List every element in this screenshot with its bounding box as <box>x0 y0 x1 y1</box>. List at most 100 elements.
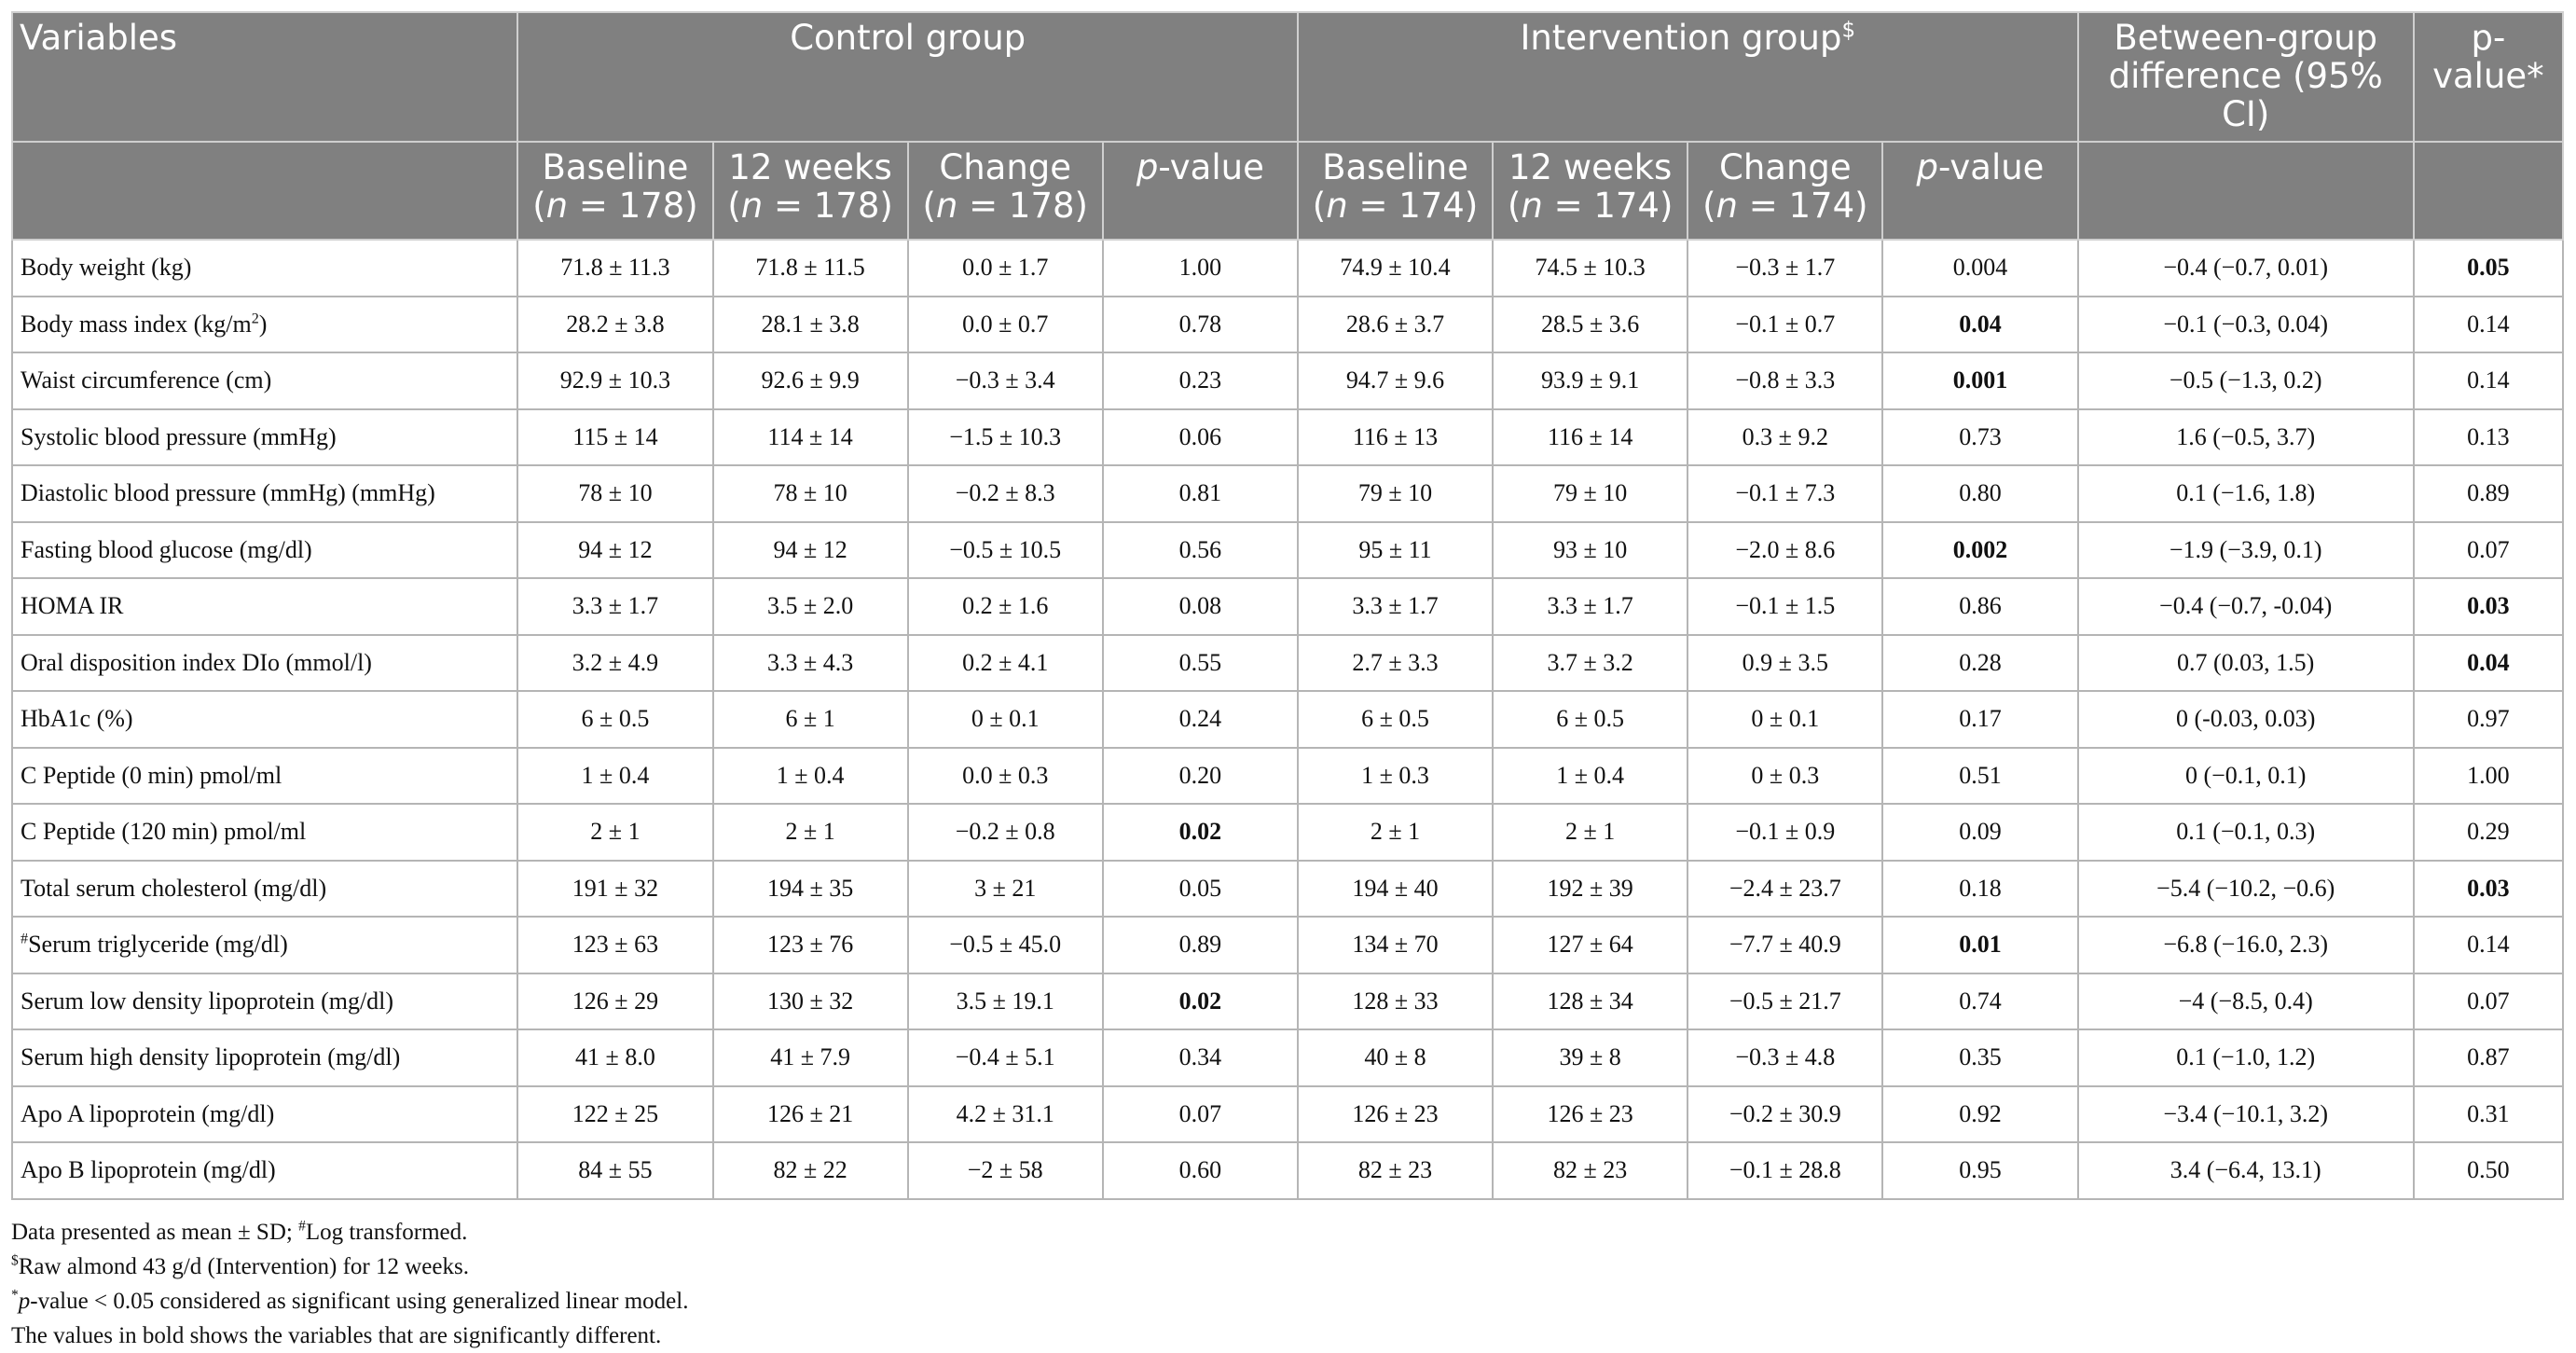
control-change-cell: −0.5 ± 10.5 <box>906 520 1104 579</box>
control-12weeks-cell: 71.8 ± 11.5 <box>711 239 909 297</box>
table-row: Body mass index (kg/m2) 28.2 ± 3.8 28.1 ± … <box>10 295 2565 353</box>
control-change-cell: 0.0 ± 0.3 <box>906 746 1104 805</box>
intervention-p-value-cell: 0.35 <box>1881 1029 2079 1087</box>
intervention-p-value-cell: 0.28 <box>1881 633 2079 692</box>
control-p-value-cell: 0.08 <box>1101 577 1299 636</box>
intervention-12weeks-cell: 192 ± 39 <box>1492 859 1689 918</box>
overall-p-value-cell: 0.87 <box>2412 1029 2565 1087</box>
intervention-p-value-cell: 0.002 <box>1881 520 2079 579</box>
table-row: Apo B lipoprotein (mg/dl) 84 ± 55 82 ± 22−… <box>10 1141 2565 1200</box>
table-row: Apo A lipoprotein (mg/dl) 122 ± 25 126 ± 2… <box>10 1084 2565 1143</box>
intervention-12weeks-cell: 116 ± 14 <box>1492 407 1689 466</box>
overall-p-value-cell: 0.04 <box>2412 633 2565 692</box>
intervention-change-cell: 0.3 ± 9.2 <box>1687 407 1884 466</box>
between-group-difference-cell: 0.1 (−1.6, 1.8) <box>2076 464 2415 523</box>
footnote: The values in bold shows the variables t… <box>11 1322 662 1348</box>
intervention-baseline-cell: 40 ± 8 <box>1296 1029 1495 1087</box>
control-change-cell: 0.0 ± 0.7 <box>906 295 1104 353</box>
between-group-difference-cell: −5.4 (−10.2, −0.6) <box>2076 859 2415 918</box>
overall-p-value-cell: 0.13 <box>2412 407 2565 466</box>
table-row: Systolic blood pressure (mmHg) 115 ± 14 11… <box>10 407 2565 466</box>
header-intervention-group: Intervention group$ <box>1296 11 2079 143</box>
overall-p-value-cell: 0.14 <box>2412 916 2565 974</box>
between-group-difference-cell: 0.1 (−1.0, 1.2) <box>2076 1029 2415 1087</box>
table-row: Oral disposition index DIo (mmol/l) 3.2 ±… <box>10 633 2565 692</box>
variable-name-cell: Body mass index (kg/m2) <box>10 295 519 353</box>
header-control-12weeks: 12 weeks (n = 178) <box>711 141 909 241</box>
intervention-p-value-cell: 0.09 <box>1881 803 2079 862</box>
results-table: Variables Control group Intervention gro… <box>10 11 2565 1200</box>
control-12weeks-cell: 114 ± 14 <box>711 407 909 466</box>
variable-name-cell: Systolic blood pressure (mmHg) <box>10 407 519 466</box>
header-p-value-overall: p-value* <box>2412 11 2565 143</box>
control-baseline-cell: 94 ± 12 <box>517 520 714 579</box>
control-p-value-cell: 0.06 <box>1101 407 1299 466</box>
header-n-label: (n = 174) <box>1312 186 1479 226</box>
intervention-12weeks-cell: 28.5 ± 3.6 <box>1492 295 1689 353</box>
overall-p-value-cell: 0.05 <box>2412 239 2565 297</box>
control-p-value-cell: 0.55 <box>1101 633 1299 692</box>
control-baseline-cell: 41 ± 8.0 <box>517 1029 714 1087</box>
overall-p-value-cell: 0.50 <box>2412 1141 2565 1200</box>
control-12weeks-cell: 78 ± 10 <box>711 464 909 523</box>
control-p-value-cell: 0.78 <box>1101 295 1299 353</box>
intervention-12weeks-cell: 3.7 ± 3.2 <box>1492 633 1689 692</box>
intervention-p-value-cell: 0.17 <box>1881 690 2079 749</box>
intervention-change-cell: −0.8 ± 3.3 <box>1687 352 1884 410</box>
control-p-value-cell: 0.07 <box>1101 1084 1299 1143</box>
intervention-baseline-cell: 3.3 ± 1.7 <box>1296 577 1495 636</box>
between-group-difference-cell: 3.4 (−6.4, 13.1) <box>2076 1141 2415 1200</box>
control-baseline-cell: 115 ± 14 <box>517 407 714 466</box>
intervention-change-cell: −2.0 ± 8.6 <box>1687 520 1884 579</box>
header-change-label: Change <box>1718 147 1852 187</box>
header-control-baseline: Baseline (n = 178) <box>517 141 714 241</box>
intervention-baseline-cell: 126 ± 23 <box>1296 1084 1495 1143</box>
intervention-change-cell: −0.1 ± 7.3 <box>1687 464 1884 523</box>
control-12weeks-cell: 92.6 ± 9.9 <box>711 352 909 410</box>
variable-name-cell: Total serum cholesterol (mg/dl) <box>10 859 519 918</box>
table-row: Serum high density lipoprotein (mg/dl) 41… <box>10 1029 2565 1087</box>
between-group-difference-cell: −0.4 (−0.7, -0.04) <box>2076 577 2415 636</box>
overall-p-value-cell: 0.14 <box>2412 352 2565 410</box>
overall-p-value-cell: 0.29 <box>2412 803 2565 862</box>
intervention-p-value-cell: 0.92 <box>1881 1084 2079 1143</box>
intervention-p-value-cell: 0.95 <box>1881 1141 2079 1200</box>
between-group-difference-cell: −4 (−8.5, 0.4) <box>2076 972 2415 1030</box>
table-row: Waist circumference (cm) 92.9 ± 10.3 92.6 … <box>10 352 2565 410</box>
header-baseline-label: Baseline <box>542 147 689 187</box>
overall-p-value-cell: 0.89 <box>2412 464 2565 523</box>
intervention-baseline-cell: 2 ± 1 <box>1296 803 1495 862</box>
header-intervention-baseline: Baseline (n = 174) <box>1296 141 1495 241</box>
control-p-value-cell: 0.24 <box>1101 690 1299 749</box>
variable-name-cell: Serum low density lipoprotein (mg/dl) <box>10 972 519 1030</box>
control-baseline-cell: 28.2 ± 3.8 <box>517 295 714 353</box>
control-change-cell: −0.4 ± 5.1 <box>906 1029 1104 1087</box>
header-intervention-label: Intervention group <box>1520 18 1842 58</box>
intervention-baseline-cell: 28.6 ± 3.7 <box>1296 295 1495 353</box>
header-intervention-12weeks: 12 weeks (n = 174) <box>1492 141 1689 241</box>
variable-name-cell: Fasting blood glucose (mg/dl) <box>10 520 519 579</box>
control-12weeks-cell: 1 ± 0.4 <box>711 746 909 805</box>
between-group-difference-cell: 1.6 (−0.5, 3.7) <box>2076 407 2415 466</box>
table-row: Body weight (kg) 71.8 ± 11.3 71.8 ± 11.5 0.… <box>10 239 2565 297</box>
header-intervention-sup: $ <box>1841 18 1856 43</box>
control-baseline-cell: 2 ± 1 <box>517 803 714 862</box>
variable-name-cell: #Serum triglyceride (mg/dl) <box>10 916 519 974</box>
intervention-change-cell: −0.1 ± 0.7 <box>1687 295 1884 353</box>
intervention-change-cell: 0 ± 0.1 <box>1687 690 1884 749</box>
header-intervention-change: Change (n = 174) <box>1687 141 1884 241</box>
header-blank <box>2412 141 2565 241</box>
intervention-baseline-cell: 194 ± 40 <box>1296 859 1495 918</box>
control-p-value-cell: 0.05 <box>1101 859 1299 918</box>
between-group-difference-cell: −0.4 (−0.7, 0.01) <box>2076 239 2415 297</box>
header-n-label: (n = 178) <box>532 186 698 226</box>
control-12weeks-cell: 41 ± 7.9 <box>711 1029 909 1087</box>
control-p-value-cell: 0.81 <box>1101 464 1299 523</box>
overall-p-value-cell: 0.07 <box>2412 972 2565 1030</box>
intervention-12weeks-cell: 93 ± 10 <box>1492 520 1689 579</box>
control-p-value-cell: 0.02 <box>1101 972 1299 1030</box>
table-row: HOMA IR 3.3 ± 1.7 3.5 ± 2.0 0.2 ± 1.6 0.08 3.… <box>10 577 2565 636</box>
intervention-baseline-cell: 134 ± 70 <box>1296 916 1495 974</box>
control-12weeks-cell: 82 ± 22 <box>711 1141 909 1200</box>
